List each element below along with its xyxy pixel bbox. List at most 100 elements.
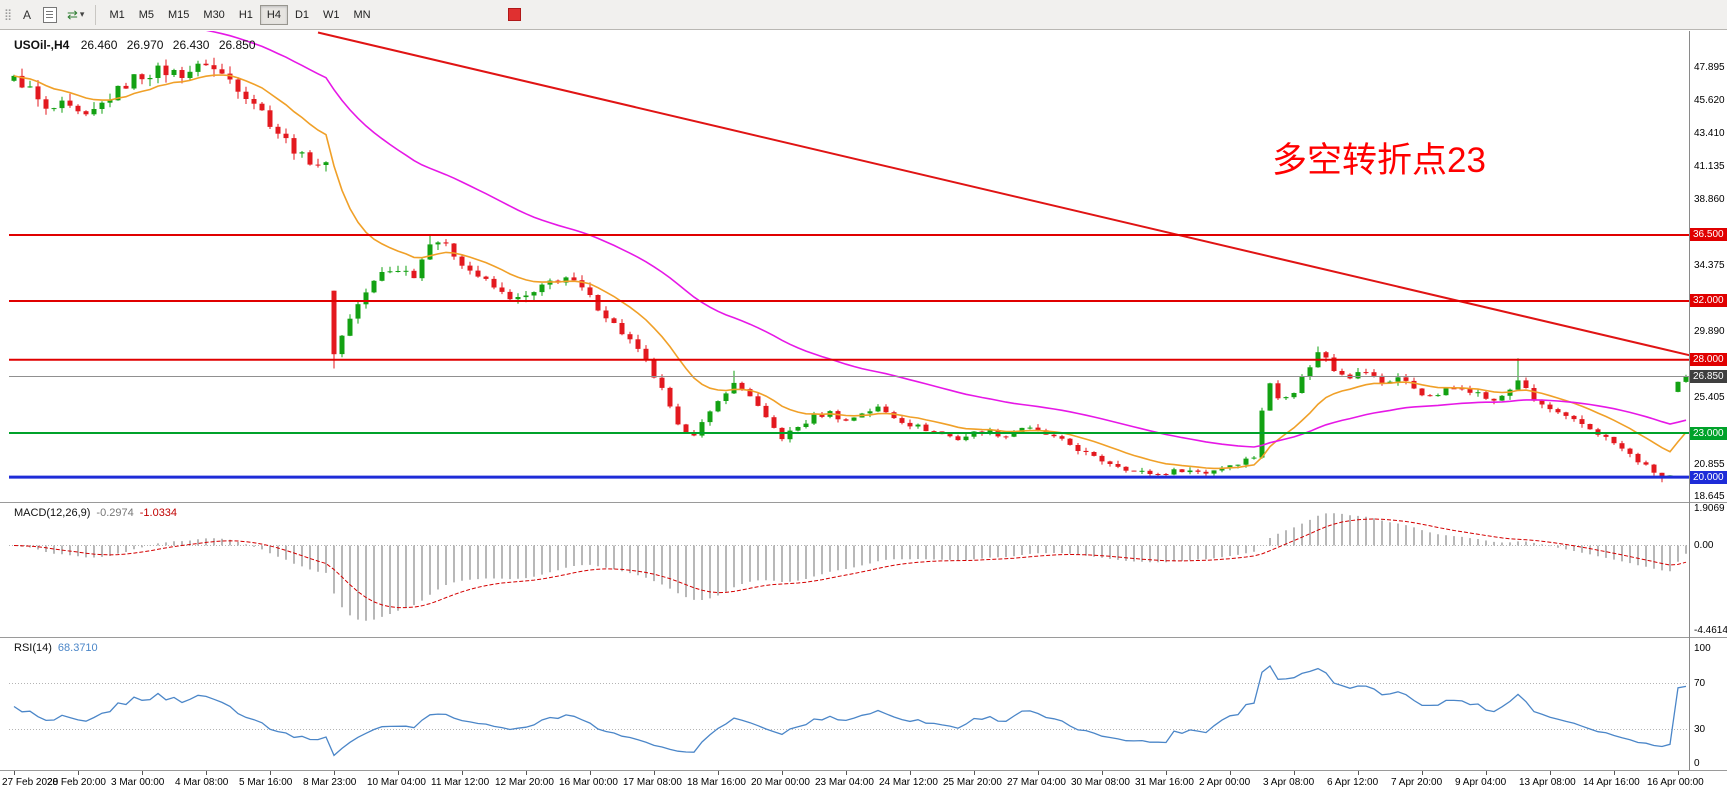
time-axis-tick [206,771,207,775]
time-axis-tick [1230,771,1231,775]
time-axis-tick [334,771,335,775]
timeframe-button-mn[interactable]: MN [347,5,378,25]
timeframe-button-h4[interactable]: H4 [259,4,288,25]
time-axis-tick [910,771,911,775]
timeframe-button-w1[interactable]: W1 [316,5,347,25]
time-axis-label: 14 Apr 16:00 [1583,777,1640,788]
price-level-badge: 28.000 [1690,353,1727,367]
main-chart-canvas[interactable] [9,31,1690,502]
annotation-text: 多空转折点23 [1272,141,1486,180]
time-axis-label: 3 Mar 00:00 [111,777,165,788]
time-axis-label: 3 Apr 08:00 [1263,777,1315,788]
timeframe-button-m15[interactable]: M15 [161,5,196,25]
macd-axis-label: 0.00 [1694,539,1714,551]
time-axis-tick [78,771,79,775]
chart-symbol-period: USOil-,H4 [14,38,70,52]
macd-value-main: -0.2974 [96,507,134,519]
time-axis-tick [1166,771,1167,775]
time-axis-label: 30 Mar 08:00 [1071,777,1130,788]
rsi-axis[interactable]: 100 70 30 0 [1690,638,1727,770]
time-axis-label: 9 Apr 04:00 [1455,777,1507,788]
price-level-badge: 32.000 [1690,294,1727,308]
price-axis[interactable]: 47.895 45.620 43.410 41.135 38.860 34.375 29.8… [1690,31,1727,502]
chevron-down-icon: ▾ [79,9,85,19]
price-axis-label: 29.890 [1694,325,1725,337]
timeframe-button-m1[interactable]: M1 [102,5,131,25]
macd-axis[interactable]: 1.9069 0.00 -4.4614 [1690,503,1727,637]
price-axis-label: 41.135 [1694,160,1725,172]
time-axis-tick [590,771,591,775]
time-axis-tick [1550,771,1551,775]
time-axis-label: 28 Feb 20:00 [47,777,106,788]
rsi-value: 68.3710 [57,642,98,654]
time-axis-label: 20 Mar 00:00 [751,777,810,788]
rsi-label: RSI(14) 68.3710 [14,642,98,654]
time-axis-tick [718,771,719,775]
rsi-axis-label: 0 [1694,758,1700,769]
time-axis-tick [1038,771,1039,775]
time-axis-label: 8 Mar 23:00 [303,777,357,788]
rsi-name: RSI(14) [14,642,52,654]
template-icon [43,6,57,23]
timeframe-button-h1[interactable]: H1 [232,5,260,25]
time-axis-tick [1294,771,1295,775]
time-axis-label: 13 Apr 08:00 [1519,777,1576,788]
timeframe-button-m30[interactable]: M30 [196,5,231,25]
macd-name: MACD(12,26,9) [14,507,91,519]
price-axis-label: 47.895 [1694,61,1725,73]
time-axis-label: 16 Mar 00:00 [559,777,618,788]
time-axis-tick [1678,771,1679,775]
time-axis-tick [1486,771,1487,775]
symbols-dropdown-button[interactable]: ⇄ ▾ [62,4,89,26]
time-axis-tick [846,771,847,775]
macd-axis-label: -4.4614 [1694,625,1727,636]
template-button[interactable] [38,4,62,26]
price-axis-label: 34.375 [1694,260,1725,272]
time-axis-label: 11 Mar 12:00 [431,777,490,788]
time-axis-label: 24 Mar 12:00 [879,777,938,788]
timeframe-toolbar: M1 M5 M15 M30 H1 H4 D1 W1 MN [102,4,378,25]
panel-divider-macd[interactable] [0,502,1727,503]
time-axis-label: 10 Mar 04:00 [367,777,426,788]
rsi-canvas[interactable] [9,638,1690,770]
axis-separator [1689,31,1690,770]
toolbar-separator [95,4,97,25]
price-axis-label: 45.620 [1694,95,1725,107]
rsi-axis-label: 100 [1694,643,1711,654]
price-axis-label: 38.860 [1694,194,1725,206]
time-axis-tick [974,771,975,775]
price-axis-label: 20.855 [1694,458,1725,470]
timeframe-button-d1[interactable]: D1 [288,5,316,25]
ohlc-open: 26.460 [80,38,118,52]
annotate-a-button[interactable]: A [16,4,38,26]
time-axis-tick [526,771,527,775]
ohlc-low: 26.430 [172,38,210,52]
time-axis-label: 18 Mar 16:00 [687,777,746,788]
price-axis-label: 25.405 [1694,391,1725,403]
ohlc-high: 26.970 [126,38,164,52]
macd-canvas[interactable] [9,503,1690,637]
toolbar-drag-handle-icon[interactable]: ⣿ [4,8,13,21]
time-axis-label: 5 Mar 16:00 [239,777,293,788]
price-level-badge: 26.850 [1690,370,1727,384]
time-axis-tick [1422,771,1423,775]
time-axis-label: 4 Mar 08:00 [175,777,229,788]
top-toolbar: ⣿ A ⇄ ▾ M1 M5 M15 M30 H1 H4 D1 W1 MN [0,0,1727,30]
time-axis-tick [1102,771,1103,775]
panel-divider-rsi[interactable] [0,637,1727,638]
time-axis-tick [1358,771,1359,775]
time-axis-tick [398,771,399,775]
rsi-axis-label: 30 [1694,723,1706,735]
macd-axis-label: 1.9069 [1694,503,1725,514]
ohlc-close: 26.850 [218,38,256,52]
time-axis[interactable]: 27 Feb 2020 28 Feb 20:00 3 Mar 00:00 4 Mar … [0,770,1727,794]
time-axis-tick [654,771,655,775]
timeframe-button-m5[interactable]: M5 [132,5,161,25]
time-axis-label: 12 Mar 20:00 [495,777,554,788]
time-axis-label: 27 Feb 2020 [2,777,59,788]
price-axis-label: 43.410 [1694,127,1725,139]
time-axis-label: 23 Mar 04:00 [815,777,874,788]
price-level-badge: 20.000 [1690,470,1727,484]
time-axis-label: 27 Mar 04:00 [1007,777,1066,788]
time-axis-label: 31 Mar 16:00 [1135,777,1194,788]
